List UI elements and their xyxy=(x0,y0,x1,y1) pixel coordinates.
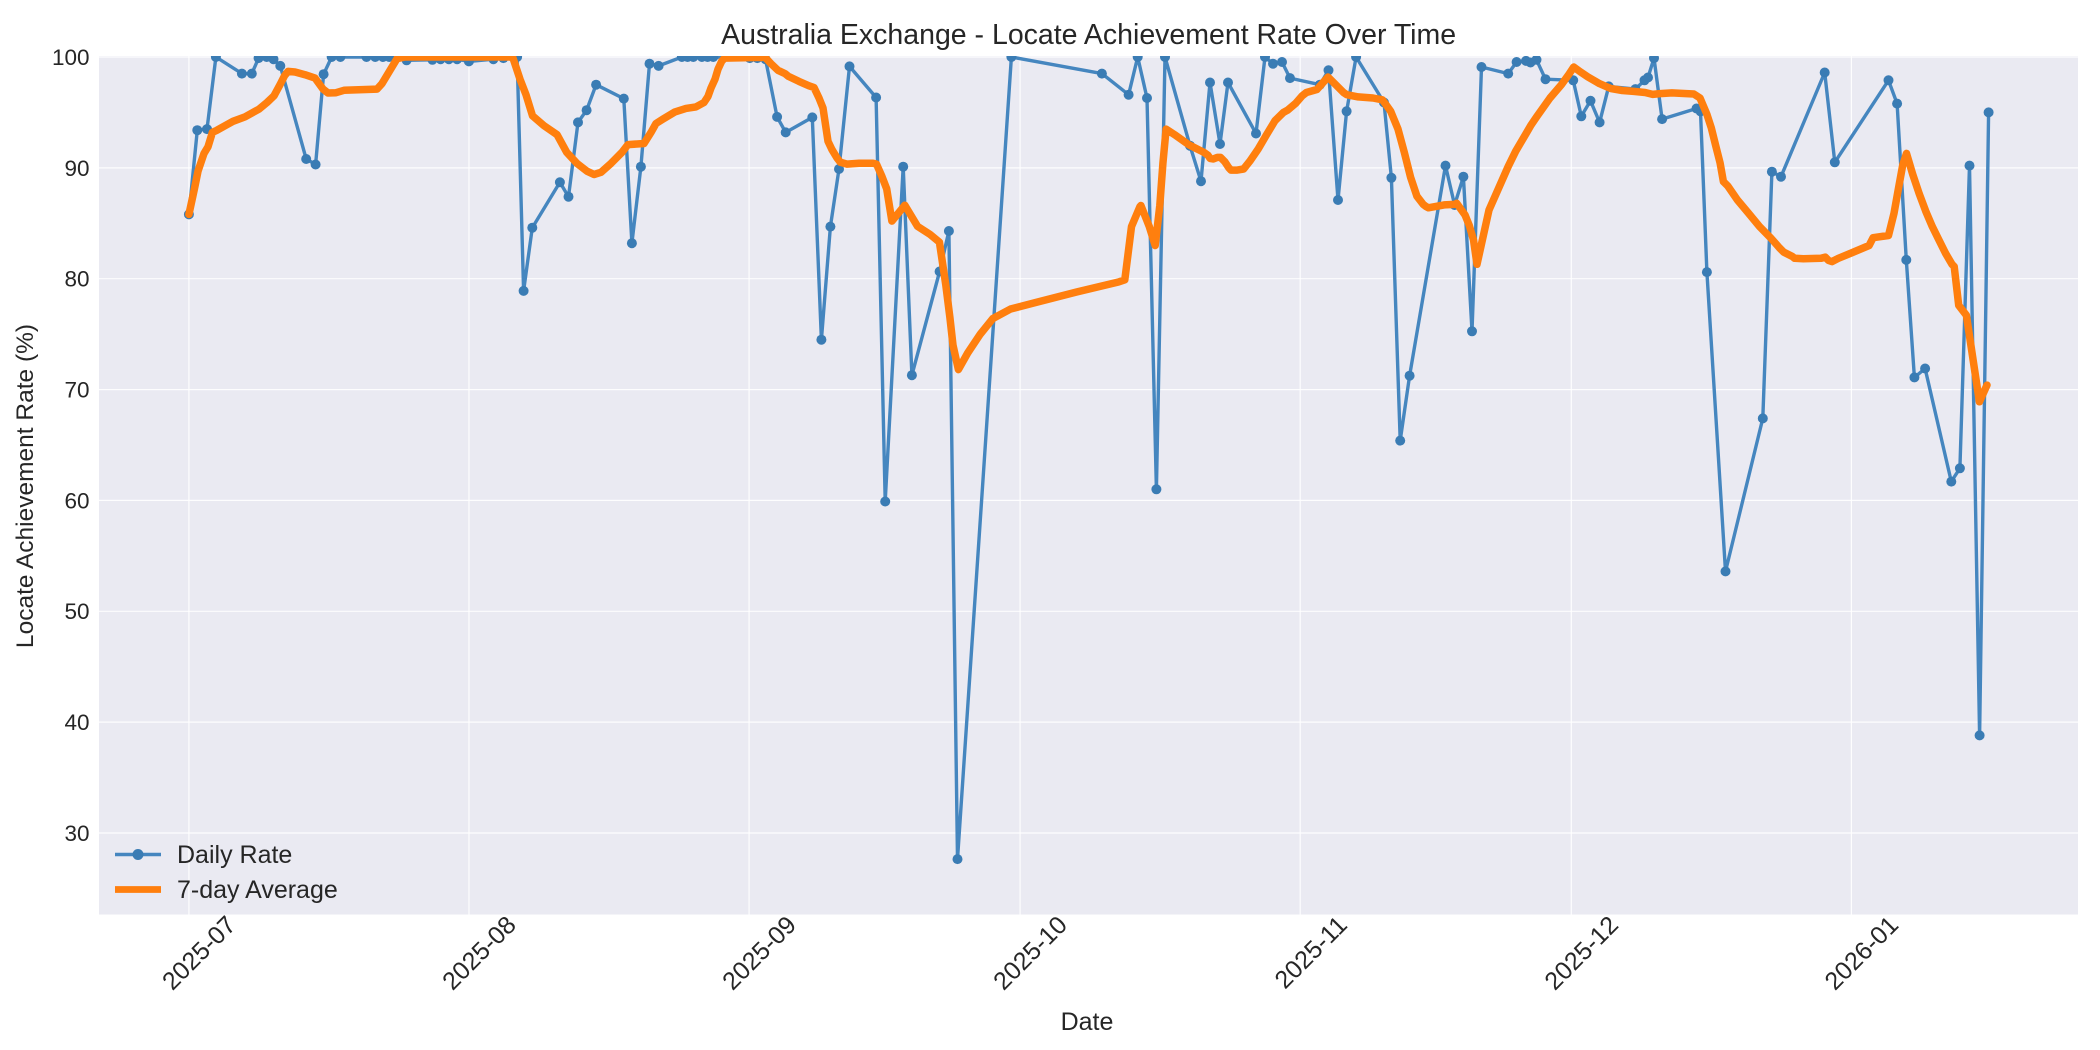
svg-text:Australia Exchange - Locate Ac: Australia Exchange - Locate Achievement … xyxy=(721,19,1456,51)
svg-text:30: 30 xyxy=(64,821,89,846)
svg-text:Date: Date xyxy=(1061,1008,1114,1036)
svg-text:100: 100 xyxy=(52,45,90,70)
svg-text:60: 60 xyxy=(64,488,89,513)
svg-text:7-day Average: 7-day Average xyxy=(177,876,338,904)
svg-text:50: 50 xyxy=(64,599,89,624)
svg-text:Locate Achievement Rate (%): Locate Achievement Rate (%) xyxy=(12,324,39,648)
svg-text:80: 80 xyxy=(64,267,89,292)
svg-text:90: 90 xyxy=(64,156,89,181)
svg-text:40: 40 xyxy=(64,710,89,735)
svg-text:Daily Rate: Daily Rate xyxy=(177,841,292,869)
svg-text:70: 70 xyxy=(64,378,89,403)
